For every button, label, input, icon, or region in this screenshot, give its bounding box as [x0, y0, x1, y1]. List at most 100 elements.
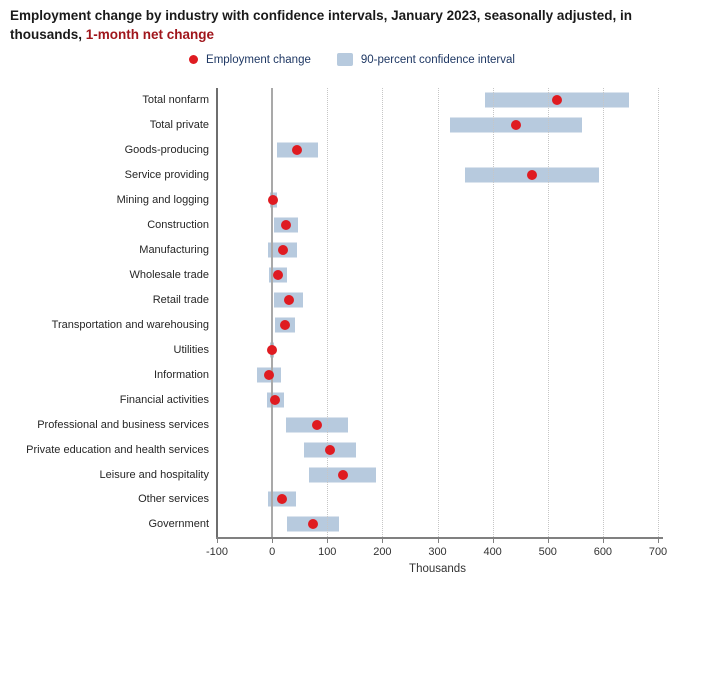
row-plot-cell	[217, 387, 658, 412]
employment-change-dot	[279, 319, 290, 330]
employment-change-dot	[552, 95, 563, 106]
employment-change-dot	[266, 344, 277, 355]
category-label: Financial activities	[119, 393, 209, 406]
x-axis-tick-label: 300	[428, 546, 447, 558]
legend-label-confidence-interval: 90-percent confidence interval	[360, 53, 515, 66]
category-label: Professional and business services	[37, 418, 209, 431]
row-plot-cell	[217, 288, 658, 313]
x-axis-tick	[492, 539, 494, 543]
chart-row: Wholesale trade	[0, 263, 704, 288]
category-label: Wholesale trade	[129, 269, 210, 282]
chart-row: Utilities	[0, 337, 704, 362]
category-label: Construction	[147, 219, 209, 232]
row-plot-cell	[217, 138, 658, 163]
category-label: Transportation and warehousing	[51, 318, 209, 331]
chart-row: Goods-producing	[0, 138, 704, 163]
plot-area: Total nonfarm Total private Goods-producin…	[0, 88, 704, 677]
chart-row: Financial activities	[0, 387, 704, 412]
category-label: Information	[153, 368, 209, 381]
chart-row: Government	[0, 512, 704, 537]
x-axis-tick	[272, 539, 274, 543]
zero-reference-line	[271, 88, 274, 537]
chart-row: Manufacturing	[0, 238, 704, 263]
x-axis-tick-label: 700	[648, 546, 668, 558]
x-axis-tick	[658, 539, 659, 543]
x-axis-tick	[382, 539, 384, 543]
row-plot-cell	[217, 462, 658, 487]
x-axis-tick	[602, 539, 604, 543]
employment-change-dot	[292, 145, 303, 156]
x-axis-tick-label: 600	[593, 546, 613, 558]
row-plot-cell	[217, 113, 658, 138]
chart-row: Professional and business services	[0, 412, 704, 437]
chart-row: Other services	[0, 487, 704, 512]
employment-change-dot	[280, 220, 291, 231]
category-label: Private education and health services	[26, 443, 209, 456]
x-axis-tick-label: 500	[538, 546, 557, 558]
legend: Employment change 90-percent confidence …	[0, 53, 704, 66]
chart-title-text: Employment change by industry with confi…	[10, 8, 632, 42]
employment-change-dot	[511, 120, 522, 131]
category-label: Manufacturing	[139, 244, 209, 257]
row-plot-cell	[217, 437, 658, 462]
employment-change-dot	[277, 245, 288, 256]
row-plot-cell	[217, 312, 658, 337]
row-plot-cell	[217, 362, 658, 387]
x-axis-title: Thousands	[409, 563, 466, 575]
row-plot-cell	[217, 88, 658, 113]
gridline	[437, 88, 439, 537]
x-axis-tick-label: 100	[318, 546, 337, 558]
category-label: Other services	[138, 493, 209, 506]
x-axis-tick-label: 200	[373, 546, 392, 558]
employment-change-dot	[264, 369, 275, 380]
gridline	[547, 88, 549, 537]
row-plot-cell	[217, 412, 658, 437]
category-label: Retail trade	[152, 293, 209, 306]
chart-title: Employment change by industry with confi…	[10, 7, 700, 44]
chart-row: Transportation and warehousing	[0, 312, 704, 337]
employment-change-dot	[273, 270, 284, 281]
category-label: Mining and logging	[116, 194, 209, 207]
chart-row: Total private	[0, 113, 704, 138]
row-plot-cell	[217, 163, 658, 188]
category-label: Utilities	[173, 343, 209, 356]
employment-change-dot-icon	[189, 55, 199, 64]
x-axis-tick-label: 400	[483, 546, 502, 558]
employment-change-dot	[268, 195, 279, 206]
chart-row: Private education and health services	[0, 437, 704, 462]
category-label: Goods-producing	[124, 144, 209, 157]
chart-row: Retail trade	[0, 288, 704, 313]
chart-row: Leisure and hospitality	[0, 462, 704, 487]
employment-change-dot	[283, 294, 294, 305]
category-label: Service providing	[124, 169, 209, 182]
row-plot-cell	[217, 337, 658, 362]
gridline	[658, 88, 659, 537]
x-axis-tick-label: -100	[205, 546, 229, 558]
x-axis-tick	[217, 539, 218, 543]
category-label: Total private	[149, 119, 209, 132]
employment-change-dot	[312, 419, 323, 430]
employment-change-dot	[270, 394, 281, 405]
x-axis-tick	[547, 539, 549, 543]
chart-row: Information	[0, 362, 704, 387]
row-plot-cell	[217, 213, 658, 238]
chart-row: Construction	[0, 213, 704, 238]
employment-change-dot	[277, 494, 288, 505]
row-plot-cell	[217, 263, 658, 288]
chart-rows: Total nonfarm Total private Goods-producin…	[0, 88, 704, 537]
x-axis-tick-label: 0	[269, 546, 276, 558]
gridline	[382, 88, 384, 537]
employment-change-dot	[526, 170, 537, 181]
legend-item-employment-change: Employment change	[189, 54, 311, 66]
row-plot-cell	[217, 238, 658, 263]
row-plot-cell	[217, 188, 658, 213]
category-label: Total nonfarm	[142, 94, 209, 107]
category-label: Leisure and hospitality	[99, 468, 209, 481]
employment-change-dot	[337, 469, 348, 480]
x-axis-tick	[327, 539, 329, 543]
chart-row: Mining and logging	[0, 188, 704, 213]
legend-item-confidence-interval: 90-percent confidence interval	[336, 53, 515, 66]
gridline	[492, 88, 494, 537]
legend-label-employment-change: Employment change	[206, 53, 311, 66]
chart-row: Total nonfarm	[0, 88, 704, 113]
